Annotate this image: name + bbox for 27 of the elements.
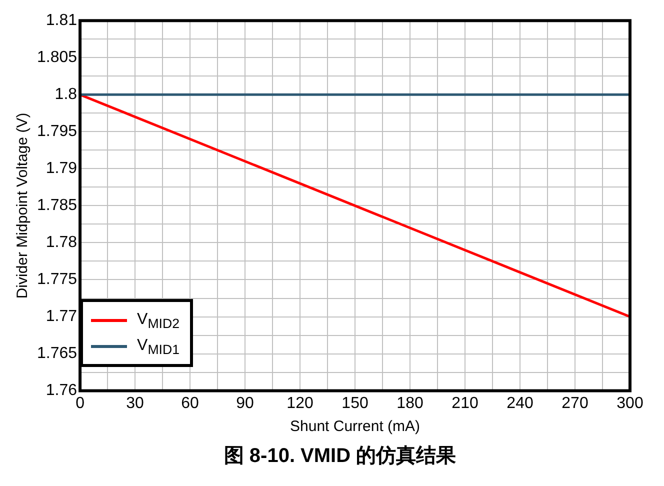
x-tick-label: 90	[236, 394, 254, 412]
x-tick-label: 180	[396, 394, 424, 412]
y-tick-label: 1.79	[46, 160, 78, 178]
x-tick-label: 60	[181, 394, 200, 412]
y-tick-label: 1.765	[36, 345, 78, 362]
text: 图 8-10. VMID 的仿真结果	[222, 444, 458, 469]
y-tick-label: 1.81	[46, 12, 78, 30]
y-tick-label: 1.795	[36, 123, 78, 140]
x-tick-label: 300	[616, 394, 644, 412]
legend-label: V$_{MID1}$	[137, 336, 180, 357]
x-axis-title: Shunt Current (mA)	[290, 418, 420, 436]
x-tick-label: 270	[562, 394, 588, 412]
x-tick-label: 150	[342, 394, 368, 412]
x-tick-label: 120	[286, 394, 314, 412]
y-tick-label: 1.775	[36, 271, 78, 288]
y-tick-label: 1.785	[36, 197, 78, 214]
x-tick-label: 0	[76, 394, 85, 412]
y-axis-title: Divider Midpoint Voltage (V)	[14, 112, 32, 299]
x-tick-label: 240	[506, 394, 534, 412]
y-tick-label: 1.8	[54, 86, 78, 104]
y-tick-label: 1.76	[46, 382, 78, 400]
x-tick-label: 30	[126, 394, 144, 412]
x-tick-label: 210	[452, 394, 478, 412]
legend-label: V$_{MID2}$	[137, 310, 180, 331]
y-tick-label: 1.805	[36, 49, 78, 66]
y-tick-label: 1.78	[46, 234, 78, 252]
y-tick-label: 1.77	[46, 308, 78, 326]
